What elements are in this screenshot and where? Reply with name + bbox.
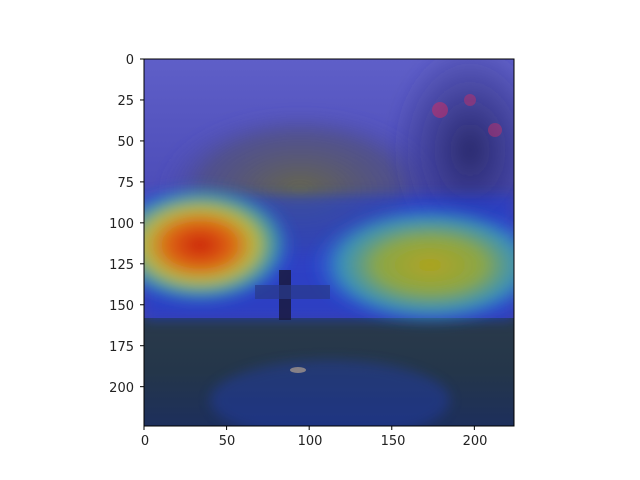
y-tick-label: 100 <box>109 217 134 232</box>
y-axis-ticks <box>140 58 144 388</box>
y-tick-label: 75 <box>117 176 134 191</box>
y-tick-label: 25 <box>117 94 134 109</box>
x-tick-label: 0 <box>141 434 149 449</box>
x-tick-label: 200 <box>463 434 488 449</box>
y-tick-label: 125 <box>109 258 134 273</box>
x-tick-label: 50 <box>219 434 236 449</box>
y-axis-labels: 0 25 50 75 100 125 150 175 200 <box>109 53 134 396</box>
y-tick-label: 0 <box>126 53 134 68</box>
x-tick-label: 100 <box>298 434 323 449</box>
axes-frame <box>143 58 515 427</box>
x-axis-ticks <box>143 426 475 430</box>
y-tick-label: 175 <box>109 340 134 355</box>
x-tick-label: 150 <box>381 434 406 449</box>
y-tick-label: 150 <box>109 299 134 314</box>
y-tick-label: 50 <box>117 135 134 150</box>
x-axis-labels: 0 50 100 150 200 <box>141 434 488 449</box>
y-tick-label: 200 <box>109 381 134 396</box>
heatmap-image <box>144 59 514 426</box>
